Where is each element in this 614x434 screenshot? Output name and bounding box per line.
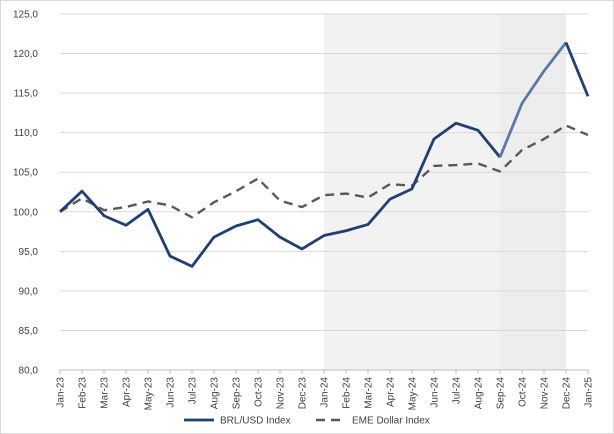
x-tick-label: Feb-23 — [78, 377, 89, 409]
data-point — [455, 122, 457, 124]
data-point — [389, 198, 391, 200]
series-line-eme-dollar-index — [59, 124, 589, 219]
axes: 80,0 85,0 90,0 95,0 100,0 105,0 110,0 115,0 120,… — [13, 10, 595, 411]
data-point — [103, 209, 105, 211]
data-point — [103, 215, 105, 217]
data-point — [301, 206, 303, 208]
legend-label-brl-usd-index: BRL/USD Index — [220, 416, 291, 427]
shaded-period-1 — [500, 14, 566, 370]
data-point — [367, 197, 369, 199]
legend: BRL/USD Index EME Dollar Index — [184, 416, 430, 427]
series-line-brl-usd-index-end — [564, 41, 590, 97]
x-tick-label: Jul-24 — [452, 377, 463, 405]
x-tick-label: Jan-24 — [320, 377, 331, 408]
x-tick-label: Sep-24 — [496, 377, 507, 410]
data-point — [147, 200, 149, 202]
y-tick-label: 115,0 — [14, 89, 39, 100]
data-point — [191, 216, 193, 218]
x-tick-label: Oct-23 — [254, 377, 265, 407]
data-point — [543, 138, 545, 140]
data-point — [279, 200, 281, 202]
y-tick-label: 120,0 — [13, 49, 38, 60]
data-point — [301, 248, 303, 250]
series-line-brl-usd-index-highlight — [498, 41, 568, 158]
x-tick-label: Apr-23 — [122, 377, 133, 407]
y-tick-label: 125,0 — [13, 10, 38, 21]
x-tick-label: Nov-23 — [276, 377, 287, 410]
shaded-periods — [324, 14, 566, 370]
y-tick-label: 85,0 — [19, 326, 39, 337]
x-tick-label: Jan-23 — [56, 377, 67, 408]
data-point — [521, 149, 523, 151]
data-point — [433, 165, 435, 167]
x-tick-label: Mar-23 — [100, 377, 111, 409]
data-point — [235, 225, 237, 227]
data-point — [587, 134, 589, 136]
data-point — [345, 193, 347, 195]
x-tick-label: Nov-24 — [540, 377, 551, 410]
data-point — [411, 188, 413, 190]
x-tick-label: Jun-24 — [430, 377, 441, 408]
x-tick-label: May-23 — [144, 377, 155, 411]
x-tick-label: Aug-24 — [474, 377, 485, 410]
data-point — [125, 206, 127, 208]
data-point — [499, 156, 501, 158]
data-point — [169, 255, 171, 257]
data-point — [81, 190, 83, 192]
y-tick-label: 105,0 — [13, 168, 38, 179]
x-tick-label: Aug-23 — [210, 377, 221, 410]
data-point — [323, 235, 325, 237]
x-tick-label: Jan-25 — [584, 377, 595, 408]
data-point — [125, 224, 127, 226]
y-tick-label: 80,0 — [19, 366, 39, 377]
data-point — [367, 223, 369, 225]
x-tick-label: Feb-24 — [342, 377, 353, 409]
data-point — [477, 163, 479, 165]
data-point — [433, 138, 435, 140]
data-point — [565, 41, 567, 43]
data-point — [235, 190, 237, 192]
data-point — [455, 164, 457, 166]
data-point — [587, 95, 589, 97]
data-point — [543, 70, 545, 72]
x-tick-label: Oct-24 — [518, 377, 529, 407]
data-point — [565, 125, 567, 127]
data-point — [279, 236, 281, 238]
series-line-brl-usd-index — [59, 121, 502, 268]
x-tick-label: Sep-23 — [232, 377, 243, 410]
x-tick-label: Apr-24 — [386, 377, 397, 407]
data-point — [323, 194, 325, 196]
x-tick-label: Dec-23 — [298, 377, 309, 410]
data-point — [477, 129, 479, 131]
data-point — [191, 265, 193, 267]
data-point — [213, 201, 215, 203]
x-tick-label: Dec-24 — [562, 377, 573, 410]
data-point — [257, 178, 259, 180]
data-point — [81, 197, 83, 199]
y-tick-label: 90,0 — [19, 286, 39, 297]
x-tick-label: Mar-24 — [364, 377, 375, 409]
data-point — [499, 170, 501, 172]
y-tick-label: 100,0 — [13, 207, 38, 218]
data-point — [389, 183, 391, 185]
data-point — [147, 208, 149, 210]
data-point — [169, 204, 171, 206]
series-lines — [59, 41, 590, 268]
data-point — [521, 102, 523, 104]
x-tick-label: May-24 — [408, 377, 419, 411]
data-point — [59, 211, 61, 213]
shaded-period-0 — [324, 14, 500, 370]
y-tick-label: 110,0 — [14, 128, 39, 139]
data-point — [213, 236, 215, 238]
legend-label-eme-dollar-index: EME Dollar Index — [352, 416, 430, 427]
data-point — [257, 219, 259, 221]
data-point — [345, 230, 347, 232]
x-tick-label: Jun-23 — [166, 377, 177, 408]
x-tick-label: Jul-23 — [188, 377, 199, 405]
y-tick-label: 95,0 — [19, 247, 39, 258]
